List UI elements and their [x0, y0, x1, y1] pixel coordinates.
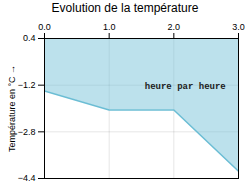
svg-text:0.4: 0.4: [23, 33, 36, 43]
svg-text:2.0: 2.0: [168, 22, 181, 32]
svg-text:3.0: 3.0: [232, 22, 245, 32]
svg-text:−1.2: −1.2: [18, 80, 36, 90]
svg-text:Température en °C →: Température en °C →: [7, 65, 17, 152]
svg-text:0.0: 0.0: [38, 22, 51, 32]
svg-text:−2.8: −2.8: [18, 127, 36, 137]
svg-text:−4.4: −4.4: [18, 173, 36, 183]
html-text:Evolution de la température: Evolution de la température: [51, 1, 199, 15]
svg-text:1.0: 1.0: [103, 22, 116, 32]
svg-text:heure par heure: heure par heure: [145, 82, 226, 92]
